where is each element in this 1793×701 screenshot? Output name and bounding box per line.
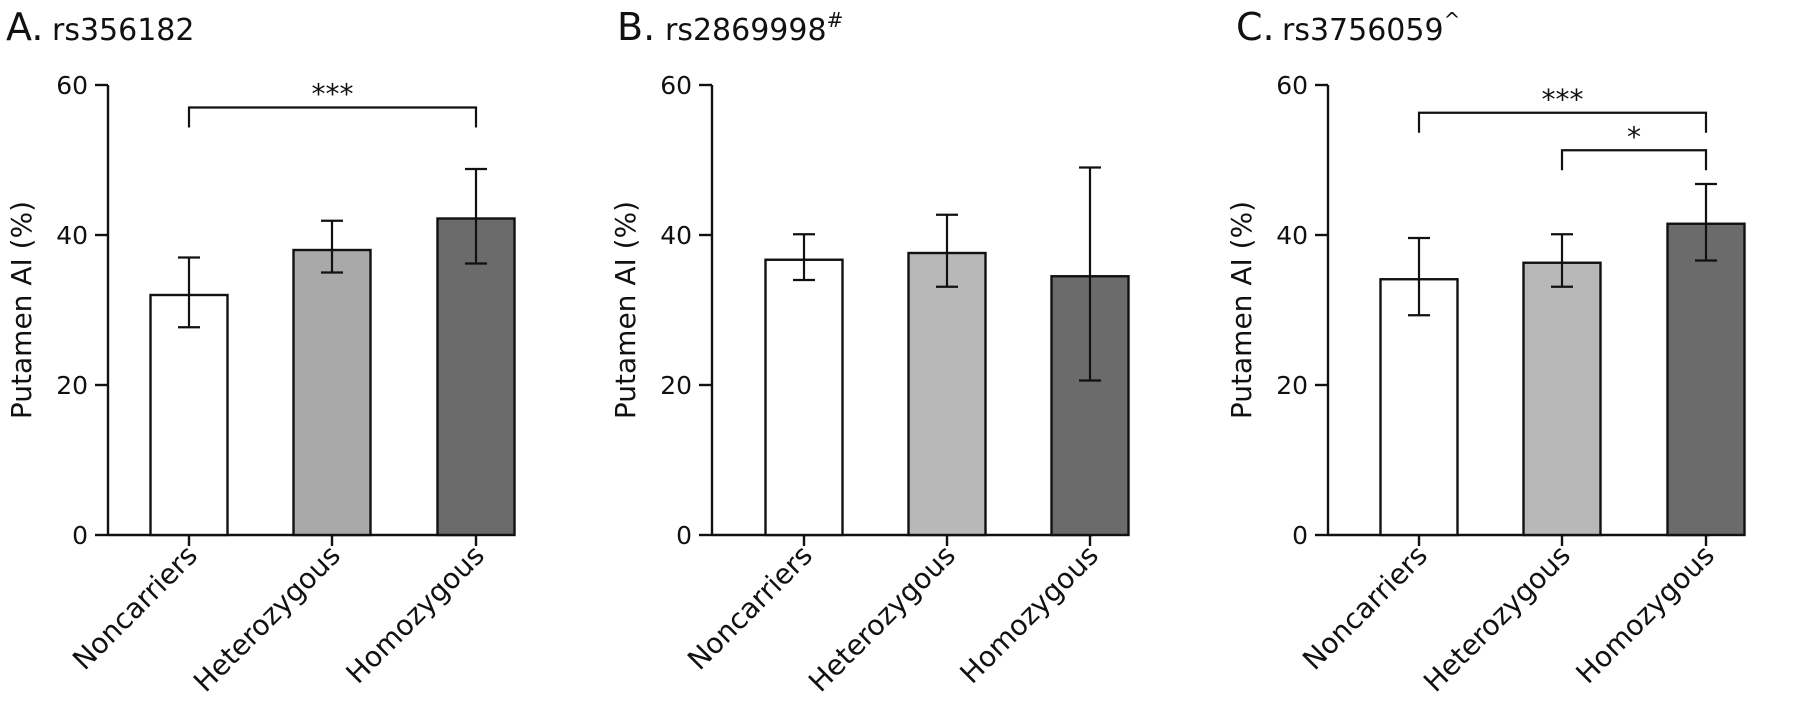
significance-label: * <box>1627 120 1641 153</box>
y-tick-label: 20 <box>1276 371 1308 400</box>
y-axis-label: Putamen AI (%) <box>609 201 642 419</box>
y-tick-label: 60 <box>1276 71 1308 100</box>
category-label: Noncarriers <box>681 539 819 677</box>
y-tick-label: 20 <box>660 371 692 400</box>
y-tick-label: 60 <box>56 71 88 100</box>
category-label: Homozygous <box>340 539 491 690</box>
panel-b-title: rs2869998# <box>665 8 843 48</box>
bar <box>764 258 844 537</box>
y-tick-label: 0 <box>1292 521 1308 550</box>
y-tick-label: 40 <box>1276 221 1308 250</box>
y-tick-label: 20 <box>56 371 88 400</box>
y-axis-label: Putamen AI (%) <box>1225 201 1258 419</box>
panel-b: B. rs2869998# 0 20 40 60 Putamen AI (%) Nonca… <box>609 5 1130 699</box>
bar <box>1522 261 1602 537</box>
panel-a: A. rs356182 0 20 40 60 Putamen AI (%) Noncarr… <box>5 5 516 699</box>
category-label: Noncarriers <box>66 539 204 677</box>
panel-c: C. rs3756059^ 0 20 40 60 Putamen AI (%) Nonca… <box>1225 5 1746 699</box>
y-axis-label: Putamen AI (%) <box>5 201 38 419</box>
panel-a-plot: 0 20 40 60 Putamen AI (%) NoncarriersHeterozy… <box>5 71 516 699</box>
category-label: Noncarriers <box>1296 539 1434 677</box>
category-label: Homozygous <box>954 539 1105 690</box>
bar <box>1666 222 1746 537</box>
significance-bracket <box>1417 111 1708 133</box>
bar <box>292 248 372 537</box>
panel-c-plot: 0 20 40 60 Putamen AI (%) NoncarriersHeterozy… <box>1225 71 1746 699</box>
y-tick-label: 40 <box>660 221 692 250</box>
panel-a-letter: A. <box>6 5 43 49</box>
bar <box>149 293 229 537</box>
category-label: Heterozygous <box>802 539 962 699</box>
significance-label: *** <box>1542 83 1584 116</box>
panel-c-letter: C. <box>1236 5 1275 49</box>
significance-bracket <box>187 106 478 128</box>
bar <box>436 217 516 537</box>
panel-b-plot: 0 20 40 60 Putamen AI (%) NoncarriersHeterozy… <box>609 71 1130 699</box>
bar <box>907 251 987 537</box>
category-label: Heterozygous <box>187 539 347 699</box>
bar <box>1379 278 1459 537</box>
panel-b-letter: B. <box>617 5 655 49</box>
category-label: Heterozygous <box>1417 539 1577 699</box>
significance-label: *** <box>312 78 354 111</box>
panel-a-title: rs356182 <box>52 13 195 48</box>
panel-c-title: rs3756059^ <box>1282 8 1460 48</box>
significance-bracket <box>1560 149 1708 171</box>
y-tick-label: 40 <box>56 221 88 250</box>
y-tick-label: 60 <box>660 71 692 100</box>
y-tick-label: 0 <box>676 521 692 550</box>
y-tick-label: 0 <box>72 521 88 550</box>
category-label: Homozygous <box>1570 539 1721 690</box>
